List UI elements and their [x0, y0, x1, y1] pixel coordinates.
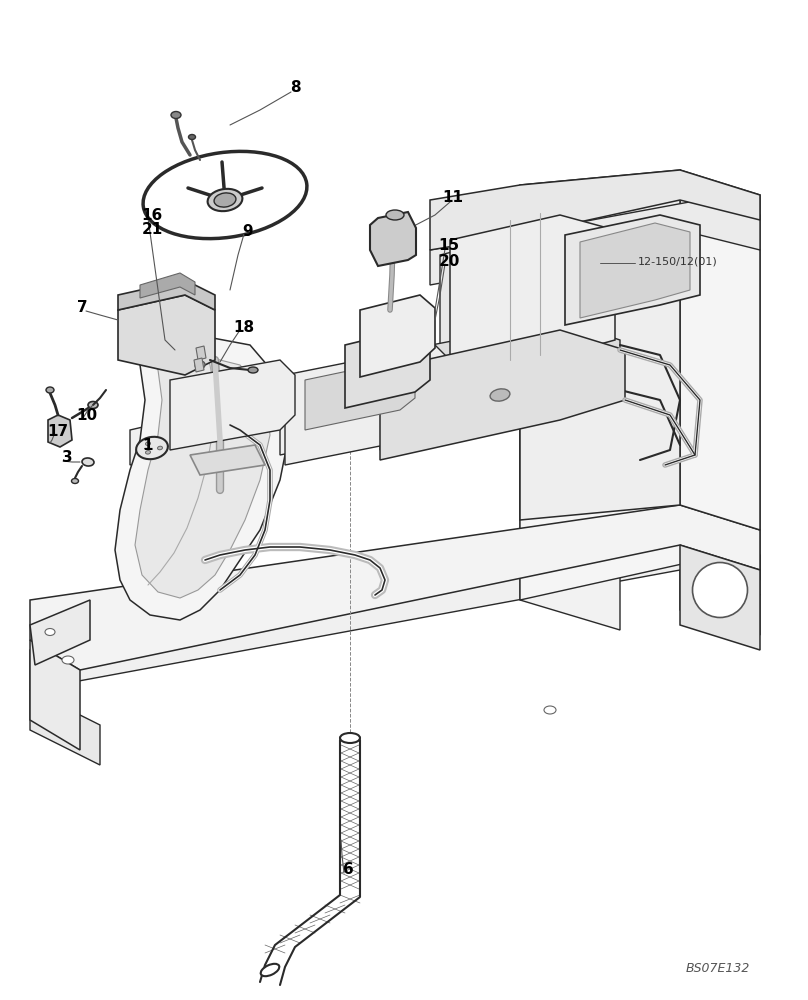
Polygon shape [520, 280, 620, 630]
Ellipse shape [161, 162, 289, 228]
Ellipse shape [171, 111, 181, 118]
Ellipse shape [143, 151, 307, 239]
Polygon shape [280, 355, 430, 455]
Polygon shape [430, 170, 760, 250]
Ellipse shape [544, 706, 556, 714]
Ellipse shape [490, 389, 510, 401]
Polygon shape [285, 345, 450, 465]
Text: 6: 6 [343, 862, 353, 878]
Polygon shape [380, 330, 625, 460]
Text: 15: 15 [439, 238, 460, 253]
Polygon shape [48, 415, 72, 447]
Ellipse shape [136, 437, 168, 459]
Ellipse shape [46, 387, 54, 393]
Ellipse shape [88, 401, 98, 408]
Text: 18: 18 [234, 320, 255, 334]
Polygon shape [30, 505, 760, 670]
Text: 1: 1 [143, 438, 154, 452]
Text: 8: 8 [290, 81, 301, 96]
Text: 11: 11 [443, 190, 464, 206]
Ellipse shape [340, 733, 360, 743]
Text: 21: 21 [141, 223, 162, 237]
Ellipse shape [188, 134, 196, 139]
Ellipse shape [158, 446, 162, 450]
Text: 17: 17 [48, 424, 69, 440]
Polygon shape [30, 600, 90, 665]
Polygon shape [130, 360, 530, 465]
Polygon shape [440, 230, 600, 370]
Ellipse shape [62, 656, 74, 664]
Text: 3: 3 [61, 450, 72, 466]
Polygon shape [196, 346, 206, 360]
Polygon shape [194, 358, 204, 372]
Ellipse shape [71, 479, 78, 484]
Polygon shape [565, 215, 700, 325]
Text: 16: 16 [141, 208, 162, 223]
Polygon shape [135, 350, 270, 598]
Polygon shape [450, 215, 615, 380]
Ellipse shape [214, 193, 236, 207]
Text: 10: 10 [77, 408, 98, 422]
Polygon shape [520, 170, 680, 520]
Ellipse shape [248, 367, 258, 373]
Polygon shape [30, 690, 100, 765]
Polygon shape [190, 445, 265, 475]
Polygon shape [30, 640, 80, 750]
Ellipse shape [82, 458, 94, 466]
Ellipse shape [386, 210, 404, 220]
Polygon shape [360, 295, 435, 377]
Ellipse shape [145, 451, 150, 454]
Ellipse shape [208, 189, 242, 211]
Polygon shape [118, 295, 215, 375]
Ellipse shape [261, 964, 280, 976]
Polygon shape [118, 280, 215, 310]
Ellipse shape [692, 562, 747, 617]
Polygon shape [370, 212, 416, 266]
Polygon shape [140, 273, 195, 298]
Polygon shape [380, 320, 620, 450]
Text: 20: 20 [438, 253, 460, 268]
Text: BS07E132: BS07E132 [686, 962, 750, 975]
Polygon shape [170, 360, 295, 450]
Polygon shape [680, 170, 760, 530]
Text: 12-150/12(01): 12-150/12(01) [638, 256, 718, 266]
Polygon shape [700, 235, 760, 580]
Text: 7: 7 [77, 300, 87, 316]
Polygon shape [580, 223, 690, 318]
Text: 9: 9 [242, 224, 254, 238]
Ellipse shape [45, 629, 55, 636]
Polygon shape [680, 570, 760, 635]
Polygon shape [30, 530, 760, 690]
Polygon shape [680, 545, 760, 650]
Polygon shape [430, 200, 760, 285]
Polygon shape [305, 360, 415, 430]
Polygon shape [310, 368, 395, 425]
Polygon shape [520, 235, 700, 600]
Ellipse shape [195, 361, 205, 369]
Polygon shape [345, 328, 430, 408]
Polygon shape [115, 330, 290, 620]
Ellipse shape [145, 442, 150, 445]
